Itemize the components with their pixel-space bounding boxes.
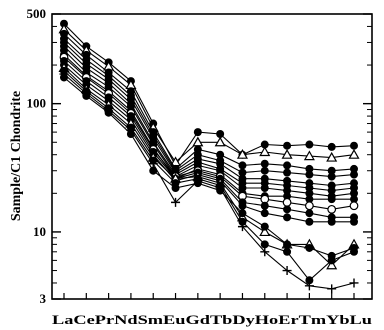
data-point	[349, 278, 359, 288]
data-point	[260, 201, 269, 210]
data-point	[216, 150, 225, 159]
data-point	[350, 141, 358, 150]
data-point	[305, 170, 314, 179]
data-point	[216, 130, 225, 139]
data-point	[237, 222, 247, 232]
data-point	[327, 284, 337, 294]
data-point	[283, 205, 292, 214]
series-2	[58, 23, 360, 167]
data-point	[304, 201, 314, 211]
data-point	[326, 151, 338, 162]
plot-frame	[51, 13, 373, 300]
data-point	[350, 170, 358, 179]
data-point	[350, 243, 358, 252]
data-point	[259, 146, 271, 157]
data-point	[60, 73, 68, 82]
data-point	[350, 189, 358, 198]
data-point	[327, 172, 336, 181]
data-point	[283, 186, 292, 195]
x-axis-ticks	[63, 293, 355, 299]
data-point	[214, 136, 226, 147]
series-14	[59, 69, 359, 294]
data-point	[305, 195, 314, 204]
data-point	[327, 142, 336, 151]
data-point	[82, 91, 91, 100]
data-point	[327, 204, 337, 214]
data-point	[303, 150, 315, 161]
data-point	[327, 195, 336, 204]
data-point	[283, 213, 292, 222]
data-point	[327, 217, 336, 226]
data-point	[236, 148, 248, 159]
data-point	[305, 164, 314, 173]
data-point	[260, 240, 269, 249]
data-point	[283, 247, 292, 256]
data-point	[216, 186, 225, 195]
series-10	[60, 57, 358, 222]
data-point	[260, 166, 269, 175]
data-point	[349, 201, 359, 211]
data-point	[350, 195, 358, 204]
data-point	[171, 184, 180, 193]
data-point	[283, 161, 292, 170]
data-point	[305, 217, 314, 226]
data-point	[350, 164, 358, 173]
data-point	[260, 184, 269, 193]
data-point	[193, 179, 202, 188]
data-point	[282, 266, 292, 276]
data-point	[260, 159, 269, 168]
data-point	[259, 226, 271, 237]
data-point	[305, 276, 314, 285]
data-point	[326, 259, 338, 270]
data-point	[238, 161, 247, 170]
data-point	[238, 168, 247, 177]
data-point	[327, 251, 336, 260]
data-point	[281, 148, 293, 159]
y-tick-label: 500	[27, 6, 47, 21]
series-group	[58, 19, 360, 294]
data-point	[305, 209, 314, 218]
data-point	[104, 108, 113, 117]
data-point	[149, 166, 158, 175]
data-point	[238, 201, 247, 210]
data-point	[305, 243, 314, 252]
data-point	[283, 168, 292, 177]
data-point	[260, 247, 270, 257]
y-axis-ticks: 3 10 100 500	[27, 6, 372, 306]
data-point	[327, 166, 336, 175]
y-tick-label: 100	[27, 96, 47, 111]
series-11	[60, 61, 358, 226]
data-point	[283, 141, 292, 150]
data-point	[348, 148, 360, 159]
series-15	[60, 73, 358, 260]
data-point	[260, 140, 269, 149]
data-point	[193, 128, 202, 137]
y-tick-label: 3	[40, 291, 47, 306]
data-point	[260, 222, 269, 231]
data-point	[171, 197, 181, 207]
y-axis-title: Sample/C1 Chondrite	[9, 91, 24, 221]
data-point	[283, 240, 292, 249]
data-point	[238, 209, 247, 218]
data-point	[305, 189, 314, 198]
data-point	[282, 197, 292, 207]
series-5	[60, 38, 358, 190]
data-point	[126, 130, 135, 139]
data-point	[283, 192, 292, 201]
data-point	[260, 209, 269, 218]
data-point	[304, 281, 314, 291]
x-category-labels: LaCePrNdSmEuGdTbDyHoErTmYbLu	[52, 313, 372, 327]
y-tick-label: 10	[33, 224, 46, 239]
data-point	[350, 217, 358, 226]
data-point	[327, 186, 336, 195]
data-point	[305, 140, 314, 149]
